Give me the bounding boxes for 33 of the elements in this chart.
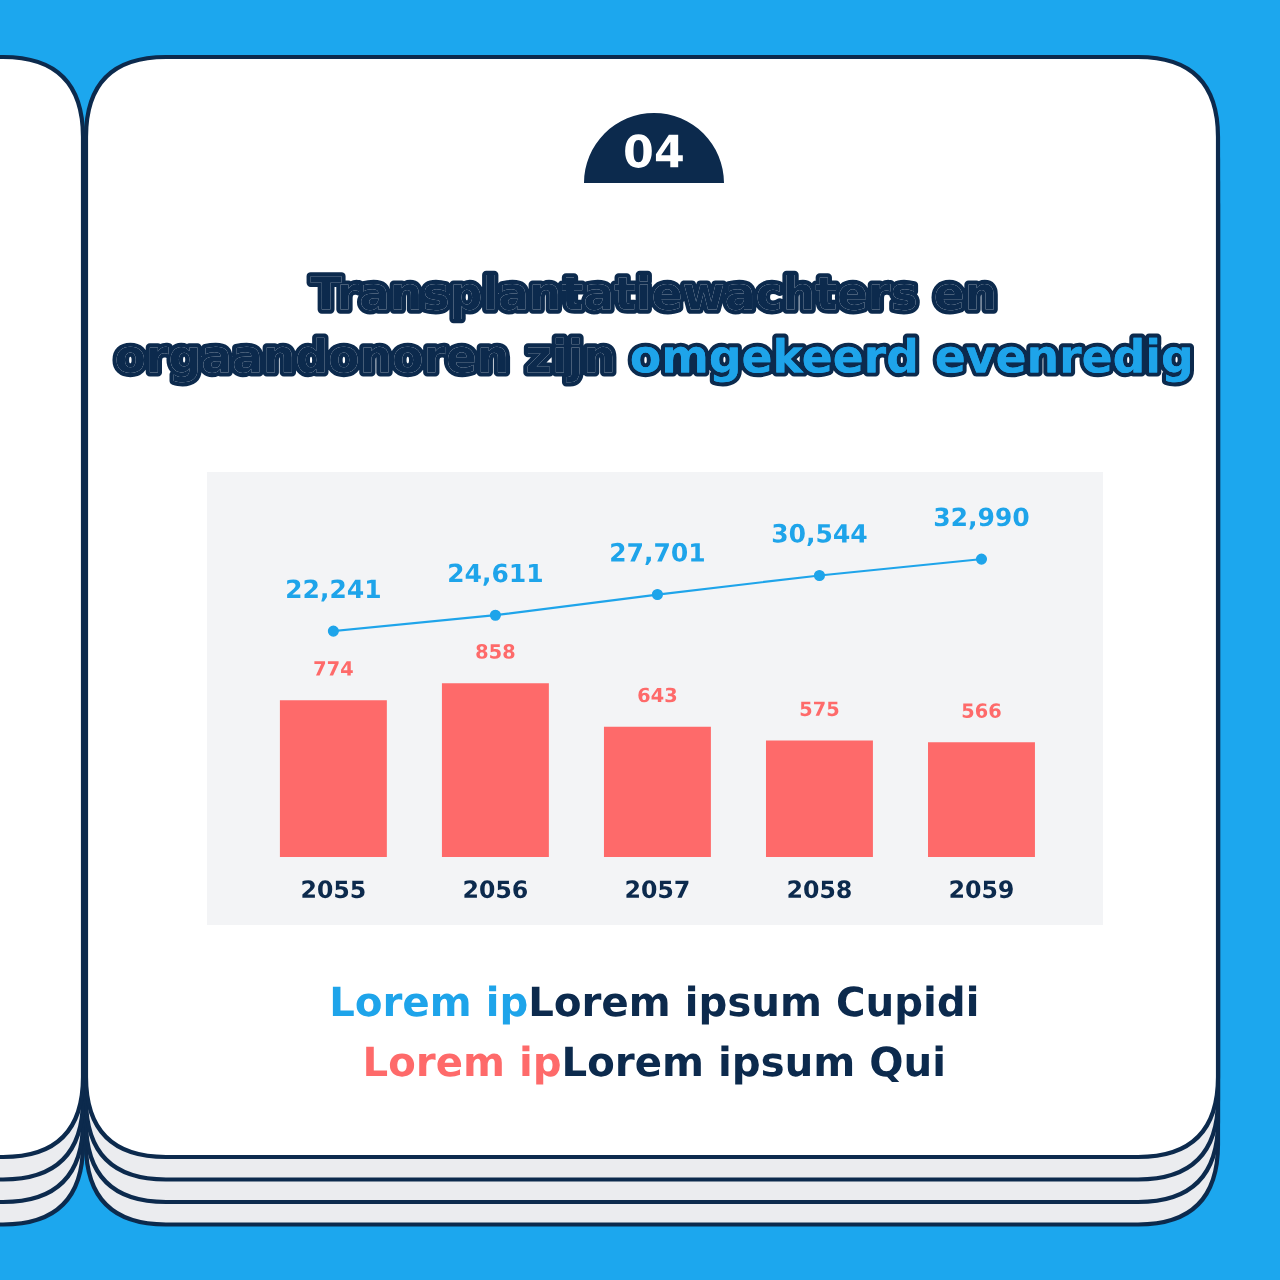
bar xyxy=(441,683,549,857)
point xyxy=(975,553,988,565)
data-label: 30,544 xyxy=(772,523,867,546)
chart-title: Transplantatiewachters en xyxy=(310,274,994,320)
data-label: 32,990 xyxy=(934,507,1029,530)
text: Lorem ip xyxy=(366,1045,560,1085)
point xyxy=(327,625,339,637)
data-label: 858 xyxy=(476,644,515,659)
data-label: 774 xyxy=(314,661,353,676)
x-tick-label: 2055 xyxy=(302,880,365,899)
text: Lorem ipsum Cupidi xyxy=(531,985,977,1025)
text: Lorem ip xyxy=(332,985,527,1025)
data-label: 566 xyxy=(962,703,1001,718)
x-tick-label: 2059 xyxy=(950,880,1013,899)
point xyxy=(651,588,663,601)
point xyxy=(489,609,501,621)
text: 04 xyxy=(625,134,683,168)
x-tick-label: 2058 xyxy=(788,880,851,899)
data-label: 575 xyxy=(800,701,839,717)
point xyxy=(813,569,826,582)
chart-subtitle: orgaandonoren zijn xyxy=(116,337,613,383)
bar xyxy=(928,742,1035,857)
bar xyxy=(603,726,711,857)
data-label: 643 xyxy=(638,687,677,703)
bar xyxy=(279,700,387,857)
bar xyxy=(765,740,873,857)
x-tick-label: 2057 xyxy=(626,880,689,899)
x-tick-label: 2056 xyxy=(464,880,527,899)
data-label: 27,701 xyxy=(611,542,704,565)
data-label: 24,611 xyxy=(449,563,542,586)
data-label: 22,241 xyxy=(287,579,380,602)
text: omgekeerd evenredig xyxy=(631,337,1190,383)
text: Lorem ipsum Qui xyxy=(565,1045,943,1085)
